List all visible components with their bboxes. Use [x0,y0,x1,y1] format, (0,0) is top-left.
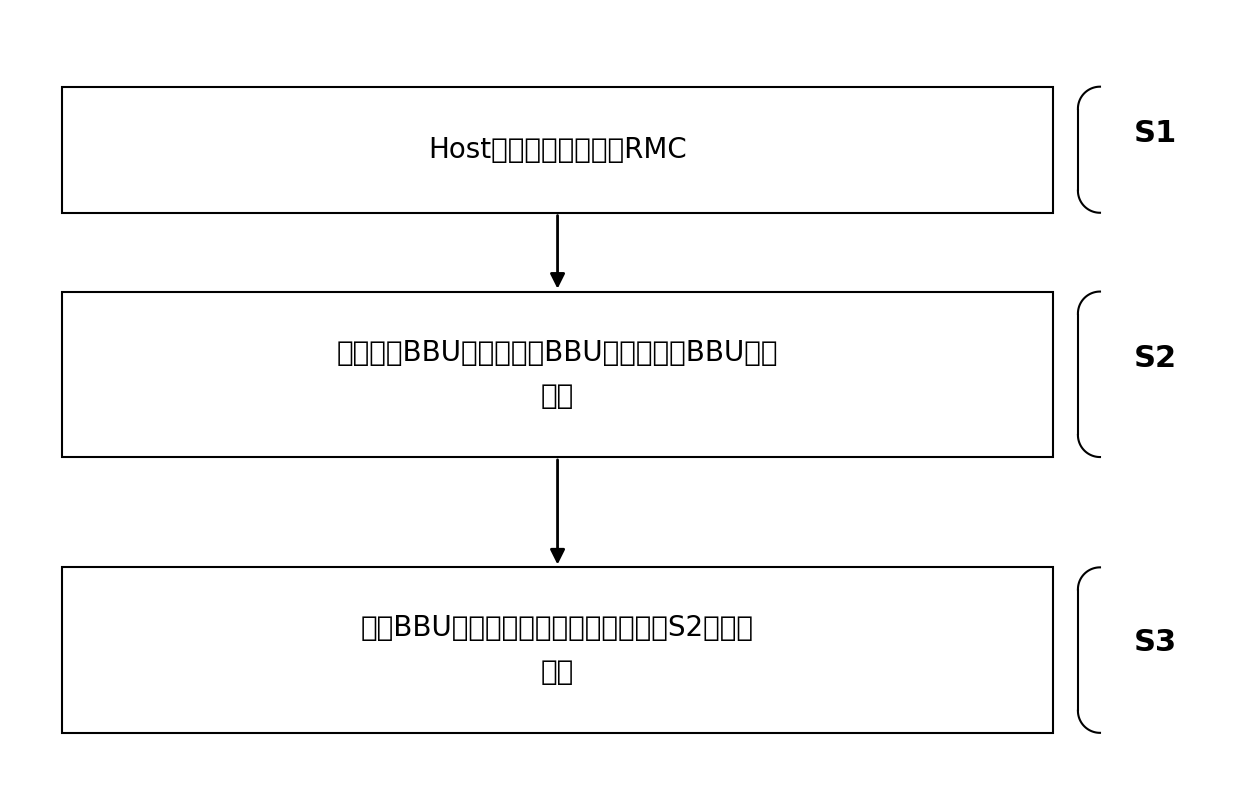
Text: S1: S1 [1134,120,1177,148]
FancyBboxPatch shape [62,87,1053,213]
Text: Host主机通过脚本登录RMC: Host主机通过脚本登录RMC [429,136,686,164]
FancyBboxPatch shape [62,567,1053,733]
Text: S3: S3 [1134,628,1177,656]
Text: 测试: 测试 [541,382,574,410]
Text: 次数: 次数 [541,658,574,686]
Text: S2: S2 [1134,344,1177,373]
Text: 依次进行BBU自检测试、BBU放电测试和BBU充电: 依次进行BBU自检测试、BBU放电测试和BBU充电 [337,339,778,366]
FancyBboxPatch shape [62,292,1053,457]
Text: 根据BBU的型号及测试需求，设置步骤S2的循环: 根据BBU的型号及测试需求，设置步骤S2的循环 [361,615,755,642]
